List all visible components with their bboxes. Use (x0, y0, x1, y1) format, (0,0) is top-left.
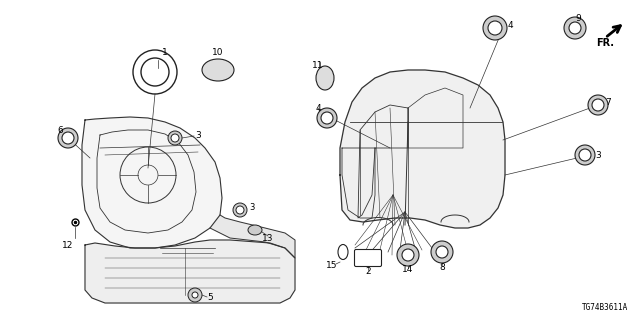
Text: 7: 7 (605, 98, 611, 107)
Text: 3: 3 (250, 203, 255, 212)
Circle shape (436, 246, 448, 258)
Circle shape (592, 99, 604, 111)
Polygon shape (210, 215, 295, 258)
Text: 10: 10 (212, 47, 224, 57)
Circle shape (192, 292, 198, 298)
Circle shape (397, 244, 419, 266)
FancyBboxPatch shape (355, 250, 381, 267)
Polygon shape (82, 117, 222, 248)
Text: 2: 2 (365, 268, 371, 276)
Circle shape (402, 249, 414, 261)
Text: 4: 4 (315, 103, 321, 113)
Polygon shape (85, 240, 295, 303)
Circle shape (236, 206, 244, 214)
Ellipse shape (316, 66, 334, 90)
Text: 5: 5 (207, 293, 213, 302)
Circle shape (62, 132, 74, 144)
Circle shape (579, 149, 591, 161)
Ellipse shape (338, 244, 348, 260)
Text: 15: 15 (326, 260, 338, 269)
Circle shape (171, 134, 179, 142)
Circle shape (168, 131, 182, 145)
Text: 1: 1 (162, 47, 168, 57)
Text: 14: 14 (403, 266, 413, 275)
Text: 9: 9 (575, 13, 581, 22)
Circle shape (588, 95, 608, 115)
Circle shape (233, 203, 247, 217)
Circle shape (575, 145, 595, 165)
Ellipse shape (202, 59, 234, 81)
Circle shape (321, 112, 333, 124)
Circle shape (483, 16, 507, 40)
Circle shape (488, 21, 502, 35)
Circle shape (317, 108, 337, 128)
Circle shape (564, 17, 586, 39)
Text: FR.: FR. (596, 38, 614, 48)
Text: 3: 3 (195, 131, 201, 140)
Text: 8: 8 (439, 262, 445, 271)
Text: 11: 11 (312, 60, 324, 69)
Text: 6: 6 (57, 125, 63, 134)
Text: 12: 12 (62, 241, 74, 250)
Text: 3: 3 (595, 150, 601, 159)
Circle shape (188, 288, 202, 302)
Text: TG74B3611A: TG74B3611A (582, 303, 628, 312)
Text: 4: 4 (507, 20, 513, 29)
Circle shape (431, 241, 453, 263)
Polygon shape (340, 70, 505, 228)
Text: 13: 13 (262, 234, 274, 243)
Circle shape (58, 128, 78, 148)
Circle shape (569, 22, 581, 34)
Ellipse shape (248, 225, 262, 235)
